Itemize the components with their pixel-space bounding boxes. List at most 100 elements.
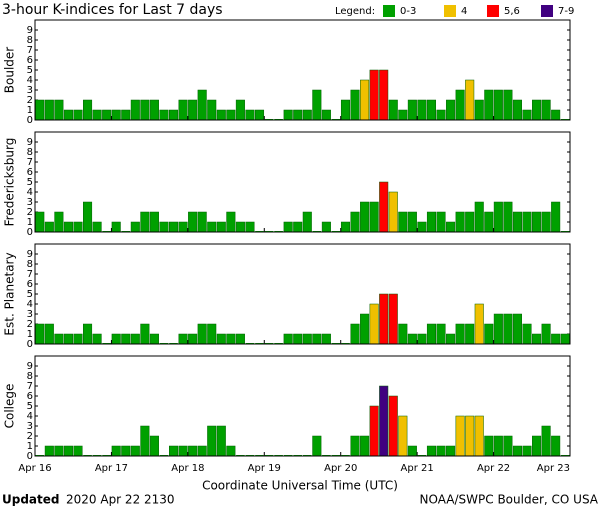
bar <box>63 445 73 457</box>
bar <box>159 221 169 233</box>
bar <box>121 109 131 121</box>
bar <box>216 333 226 345</box>
panel-frame <box>34 19 571 121</box>
updated-label: Updated <box>2 493 60 507</box>
y-tick-label: 4 <box>27 75 33 86</box>
bar <box>426 445 437 457</box>
bar <box>522 109 532 121</box>
bar <box>512 99 522 121</box>
y-tick-label: 3 <box>27 309 33 320</box>
bar <box>35 211 45 233</box>
bar <box>532 333 542 345</box>
x-tick-label: Apr 23 <box>537 463 570 474</box>
bar <box>283 221 293 233</box>
bar <box>178 445 188 457</box>
bar <box>426 99 437 121</box>
y-tick-label: 9 <box>27 361 33 372</box>
bar <box>245 109 255 121</box>
bar <box>197 445 207 457</box>
bar <box>455 211 465 233</box>
bar <box>178 333 188 345</box>
bar <box>149 99 159 121</box>
bar <box>388 395 398 457</box>
y-tick-label: 4 <box>27 187 33 198</box>
bar <box>541 425 551 457</box>
bar <box>226 109 236 121</box>
legend-swatch <box>487 5 499 17</box>
bar <box>465 79 475 121</box>
bar <box>350 89 360 121</box>
bar <box>216 425 226 457</box>
bar <box>532 211 542 233</box>
bar <box>436 445 446 457</box>
bar <box>169 109 179 121</box>
bar <box>312 89 322 121</box>
bar <box>503 201 513 233</box>
y-tick-label: 5 <box>27 401 33 412</box>
y-tick-label: 5 <box>27 65 33 76</box>
bar <box>44 445 54 457</box>
panel-frame <box>34 131 571 233</box>
panel-label: Est. Planetary <box>3 252 17 335</box>
x-tick-label: Apr 20 <box>324 463 357 474</box>
bar <box>551 109 561 121</box>
bar <box>532 99 542 121</box>
bar <box>207 425 217 457</box>
legend-label: 0-3 <box>400 6 416 17</box>
bar <box>340 221 351 233</box>
bar <box>484 211 494 233</box>
bar <box>360 201 370 233</box>
y-tick-label: 4 <box>27 299 33 310</box>
bar <box>417 221 427 233</box>
panel-label: Boulder <box>3 47 17 94</box>
bar <box>360 435 370 457</box>
bar <box>54 211 64 233</box>
bar <box>111 221 121 233</box>
bar <box>63 109 73 121</box>
x-tick-label: Apr 17 <box>95 463 128 474</box>
bar <box>159 109 169 121</box>
bar <box>474 303 484 345</box>
bar <box>293 333 303 345</box>
bar <box>188 333 198 345</box>
bar <box>92 221 102 233</box>
bar <box>130 445 140 457</box>
bar <box>512 211 522 233</box>
bar <box>44 323 54 345</box>
bar <box>522 211 532 233</box>
bar <box>493 201 503 233</box>
x-axis-label: Coordinate Universal Time (UTC) <box>202 479 398 493</box>
bar <box>111 109 121 121</box>
bar <box>541 211 551 233</box>
bar <box>293 221 303 233</box>
bar <box>522 323 532 345</box>
updated-time: 2020 Apr 22 2130 <box>66 493 175 507</box>
bar <box>54 445 64 457</box>
bar <box>426 211 437 233</box>
bar <box>407 333 417 345</box>
bar <box>312 435 322 457</box>
bar <box>207 323 217 345</box>
bar <box>235 221 245 233</box>
bar <box>235 333 245 345</box>
bar <box>503 89 513 121</box>
bar <box>197 89 207 121</box>
bar <box>216 221 226 233</box>
bar <box>235 99 245 121</box>
bar <box>35 99 45 121</box>
bar <box>197 211 207 233</box>
bar <box>417 99 427 121</box>
y-tick-label: 8 <box>27 35 33 46</box>
bar <box>35 323 45 345</box>
bar <box>484 89 494 121</box>
bar <box>92 333 102 345</box>
bar <box>63 221 73 233</box>
bar <box>92 109 102 121</box>
x-tick-label: Apr 22 <box>477 463 510 474</box>
y-tick-label: 7 <box>27 45 33 56</box>
y-tick-label: 0 <box>27 227 33 238</box>
bar <box>388 191 398 233</box>
bar <box>130 99 140 121</box>
y-tick-label: 1 <box>27 441 33 452</box>
